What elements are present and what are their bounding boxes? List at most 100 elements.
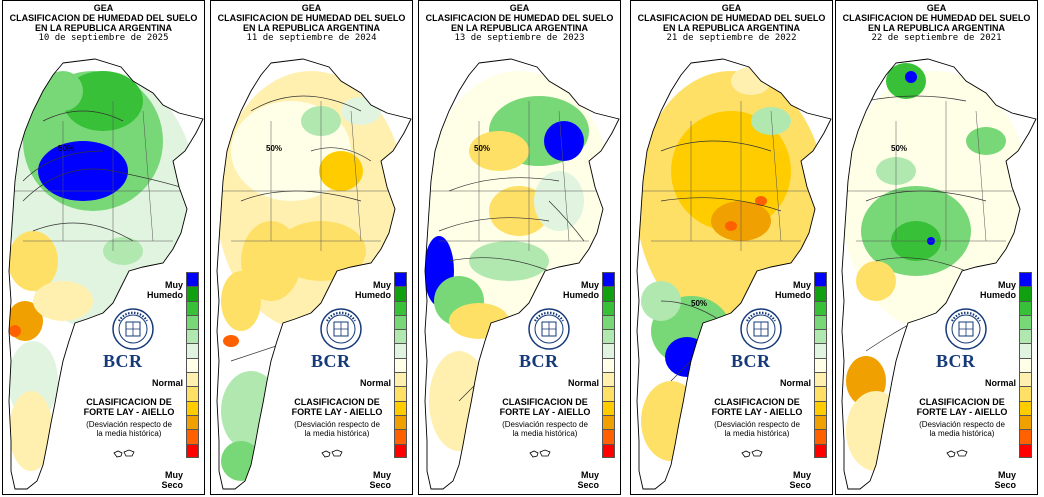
scale-swatch	[814, 414, 827, 430]
isoline	[660, 300, 722, 322]
color-scale	[814, 272, 827, 458]
scale-swatch	[186, 286, 199, 301]
scale-swatch	[186, 443, 199, 458]
malvinas-islands-icon	[946, 449, 968, 458]
malvinas-islands-icon	[529, 449, 551, 458]
scale-swatch	[814, 272, 827, 287]
isoline	[32, 222, 134, 242]
isoline	[250, 95, 362, 112]
moisture-region	[221, 371, 281, 451]
scale-label-very-dry: Muy Seco	[161, 470, 183, 490]
soil-moisture-map-panel-2: GEA CLASIFICACION DE HUMEDAD DEL SUELO E…	[210, 0, 413, 495]
country-outline	[8, 58, 204, 490]
scale-swatch	[814, 286, 827, 301]
bcr-seal-logo	[945, 308, 987, 350]
scale-swatch	[1019, 272, 1032, 287]
moisture-region	[886, 63, 926, 99]
moisture-region	[449, 303, 509, 339]
title-line-1: CLASIFICACION DE HUMEDAD DEL SUELO	[217, 13, 406, 23]
country-outline	[424, 58, 620, 490]
bcr-wordmark: BCR	[103, 351, 143, 371]
scale-swatch	[1019, 357, 1032, 373]
province-boundary	[975, 110, 987, 242]
scale-swatch	[394, 314, 407, 330]
scale-swatch	[1019, 400, 1032, 415]
soil-moisture-map-panel-1: GEA CLASIFICACION DE HUMEDAD DEL SUELO E…	[2, 0, 205, 495]
contour-label: 50%	[58, 144, 74, 153]
moisture-region	[9, 231, 58, 291]
moisture-region	[846, 391, 906, 471]
scale-swatch	[186, 386, 199, 401]
scale-swatch	[814, 300, 827, 315]
isoline	[230, 340, 292, 362]
argentina-moisture-map: 50%	[216, 58, 412, 490]
soil-moisture-map-panel-3: GEA CLASIFICACION DE HUMEDAD DEL SUELO E…	[418, 0, 621, 495]
title-line-1: CLASIFICACION DE HUMEDAD DEL SUELO	[637, 13, 826, 23]
isoline	[660, 197, 782, 212]
moisture-region	[489, 186, 549, 236]
moisture-region	[38, 141, 128, 201]
malvinas-islands-icon	[741, 449, 763, 458]
scale-label-very-dry: Muy Seco	[577, 470, 599, 490]
scale-swatch	[394, 343, 407, 358]
panel-header: GEA CLASIFICACION DE HUMEDAD DEL SUELO E…	[211, 3, 412, 43]
scale-swatch	[1019, 286, 1032, 301]
scale-label-very-wet: Muy Humedo	[355, 280, 391, 300]
malvinas-islands-icon	[321, 449, 343, 458]
province-boundary	[558, 110, 570, 242]
scale-swatch	[1019, 414, 1032, 430]
scale-swatch	[394, 372, 407, 387]
scale-swatch	[1019, 386, 1032, 401]
contour-label: 50%	[891, 144, 907, 153]
scale-swatch	[814, 386, 827, 401]
classification-note: (Desviación respecto de la media históric…	[919, 420, 1005, 438]
scale-label-normal: Normal	[779, 378, 811, 388]
classification-title: CLASIFICACION DE FORTE LAY - AIELLO	[291, 397, 383, 417]
scale-label-normal: Normal	[567, 378, 599, 388]
isoline	[865, 320, 917, 352]
scale-swatch	[394, 400, 407, 415]
scale-swatch	[394, 286, 407, 301]
moisture-region	[641, 381, 701, 461]
isoline	[548, 200, 585, 242]
classification-title: CLASIFICACION DE FORTE LAY - AIELLO	[83, 397, 175, 417]
moisture-region	[223, 335, 239, 347]
moisture-region	[534, 171, 584, 231]
isoline	[865, 95, 967, 102]
bcr-seal-logo	[320, 308, 362, 350]
province-boundary	[142, 110, 154, 242]
moisture-region	[725, 221, 737, 231]
scale-swatch	[814, 429, 827, 444]
scale-swatch	[1019, 429, 1032, 444]
argentina-moisture-map: 50%	[841, 58, 1037, 490]
title-line-1: CLASIFICACION DE HUMEDAD DEL SUELO	[9, 13, 198, 23]
scale-label-very-wet: Muy Humedo	[980, 280, 1016, 300]
scale-swatch	[602, 272, 615, 287]
map-date: 22 de septiembre de 2021	[871, 33, 1002, 43]
classification-title: CLASIFICACION DE FORTE LAY - AIELLO	[711, 397, 803, 417]
contour-label: 50%	[474, 144, 490, 153]
scale-swatch	[814, 372, 827, 387]
title-line-2: EN LA REPUBLICA ARGENTINA	[451, 23, 588, 33]
isoline	[875, 257, 967, 272]
org-label: GEA	[93, 3, 114, 13]
title-line-1: CLASIFICACION DE HUMEDAD DEL SUELO	[842, 13, 1031, 23]
scale-swatch	[186, 343, 199, 358]
scale-swatch	[814, 314, 827, 330]
map-date: 13 de septiembre de 2023	[454, 33, 585, 43]
scale-swatch	[186, 272, 199, 287]
scale-swatch	[394, 300, 407, 315]
country-outline	[636, 58, 832, 490]
bcr-seal-logo	[740, 308, 782, 350]
moisture-region	[469, 131, 529, 171]
color-scale	[1019, 272, 1032, 458]
moisture-region	[43, 71, 83, 111]
scale-label-very-dry: Muy Seco	[369, 470, 391, 490]
moisture-region	[319, 151, 363, 191]
moisture-region	[856, 261, 896, 301]
title-line-1: CLASIFICACION DE HUMEDAD DEL SUELO	[425, 13, 614, 23]
moisture-region	[665, 337, 709, 377]
scale-swatch	[394, 357, 407, 373]
map-date: 10 de septiembre de 2025	[38, 33, 169, 43]
scale-label-very-wet: Muy Humedo	[563, 280, 599, 300]
